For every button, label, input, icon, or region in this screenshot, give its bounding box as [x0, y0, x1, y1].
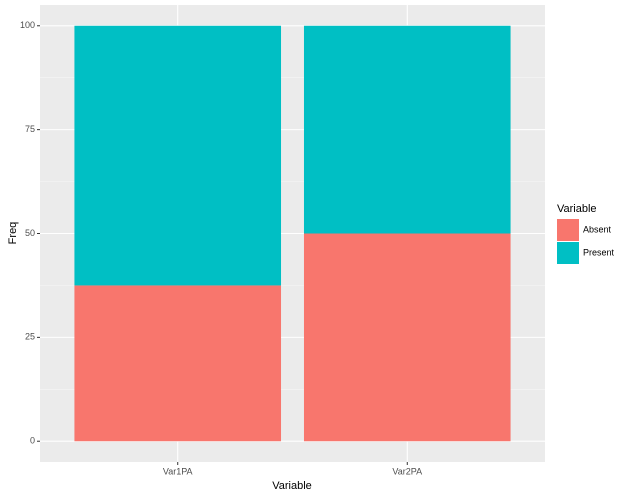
y-tick-label: 25	[25, 332, 35, 342]
bar-segment	[303, 25, 511, 234]
bar-segment	[303, 233, 511, 442]
x-tick-label: Var2PA	[392, 466, 422, 476]
y-tick-label: 50	[25, 228, 35, 238]
x-tick-label: Var1PA	[163, 466, 193, 476]
bar-segment	[74, 285, 282, 442]
legend-key	[557, 242, 579, 264]
legend-label: Absent	[583, 224, 612, 234]
legend-label: Present	[583, 247, 615, 257]
y-tick-label: 100	[20, 20, 35, 30]
y-tick-label: 0	[30, 436, 35, 446]
x-axis-title: Variable	[272, 480, 312, 492]
bar-segment	[74, 25, 282, 286]
legend-title: Variable	[557, 203, 597, 215]
y-axis-title: Freq	[7, 222, 19, 245]
legend-key	[557, 219, 579, 241]
y-tick-label: 75	[25, 124, 35, 134]
